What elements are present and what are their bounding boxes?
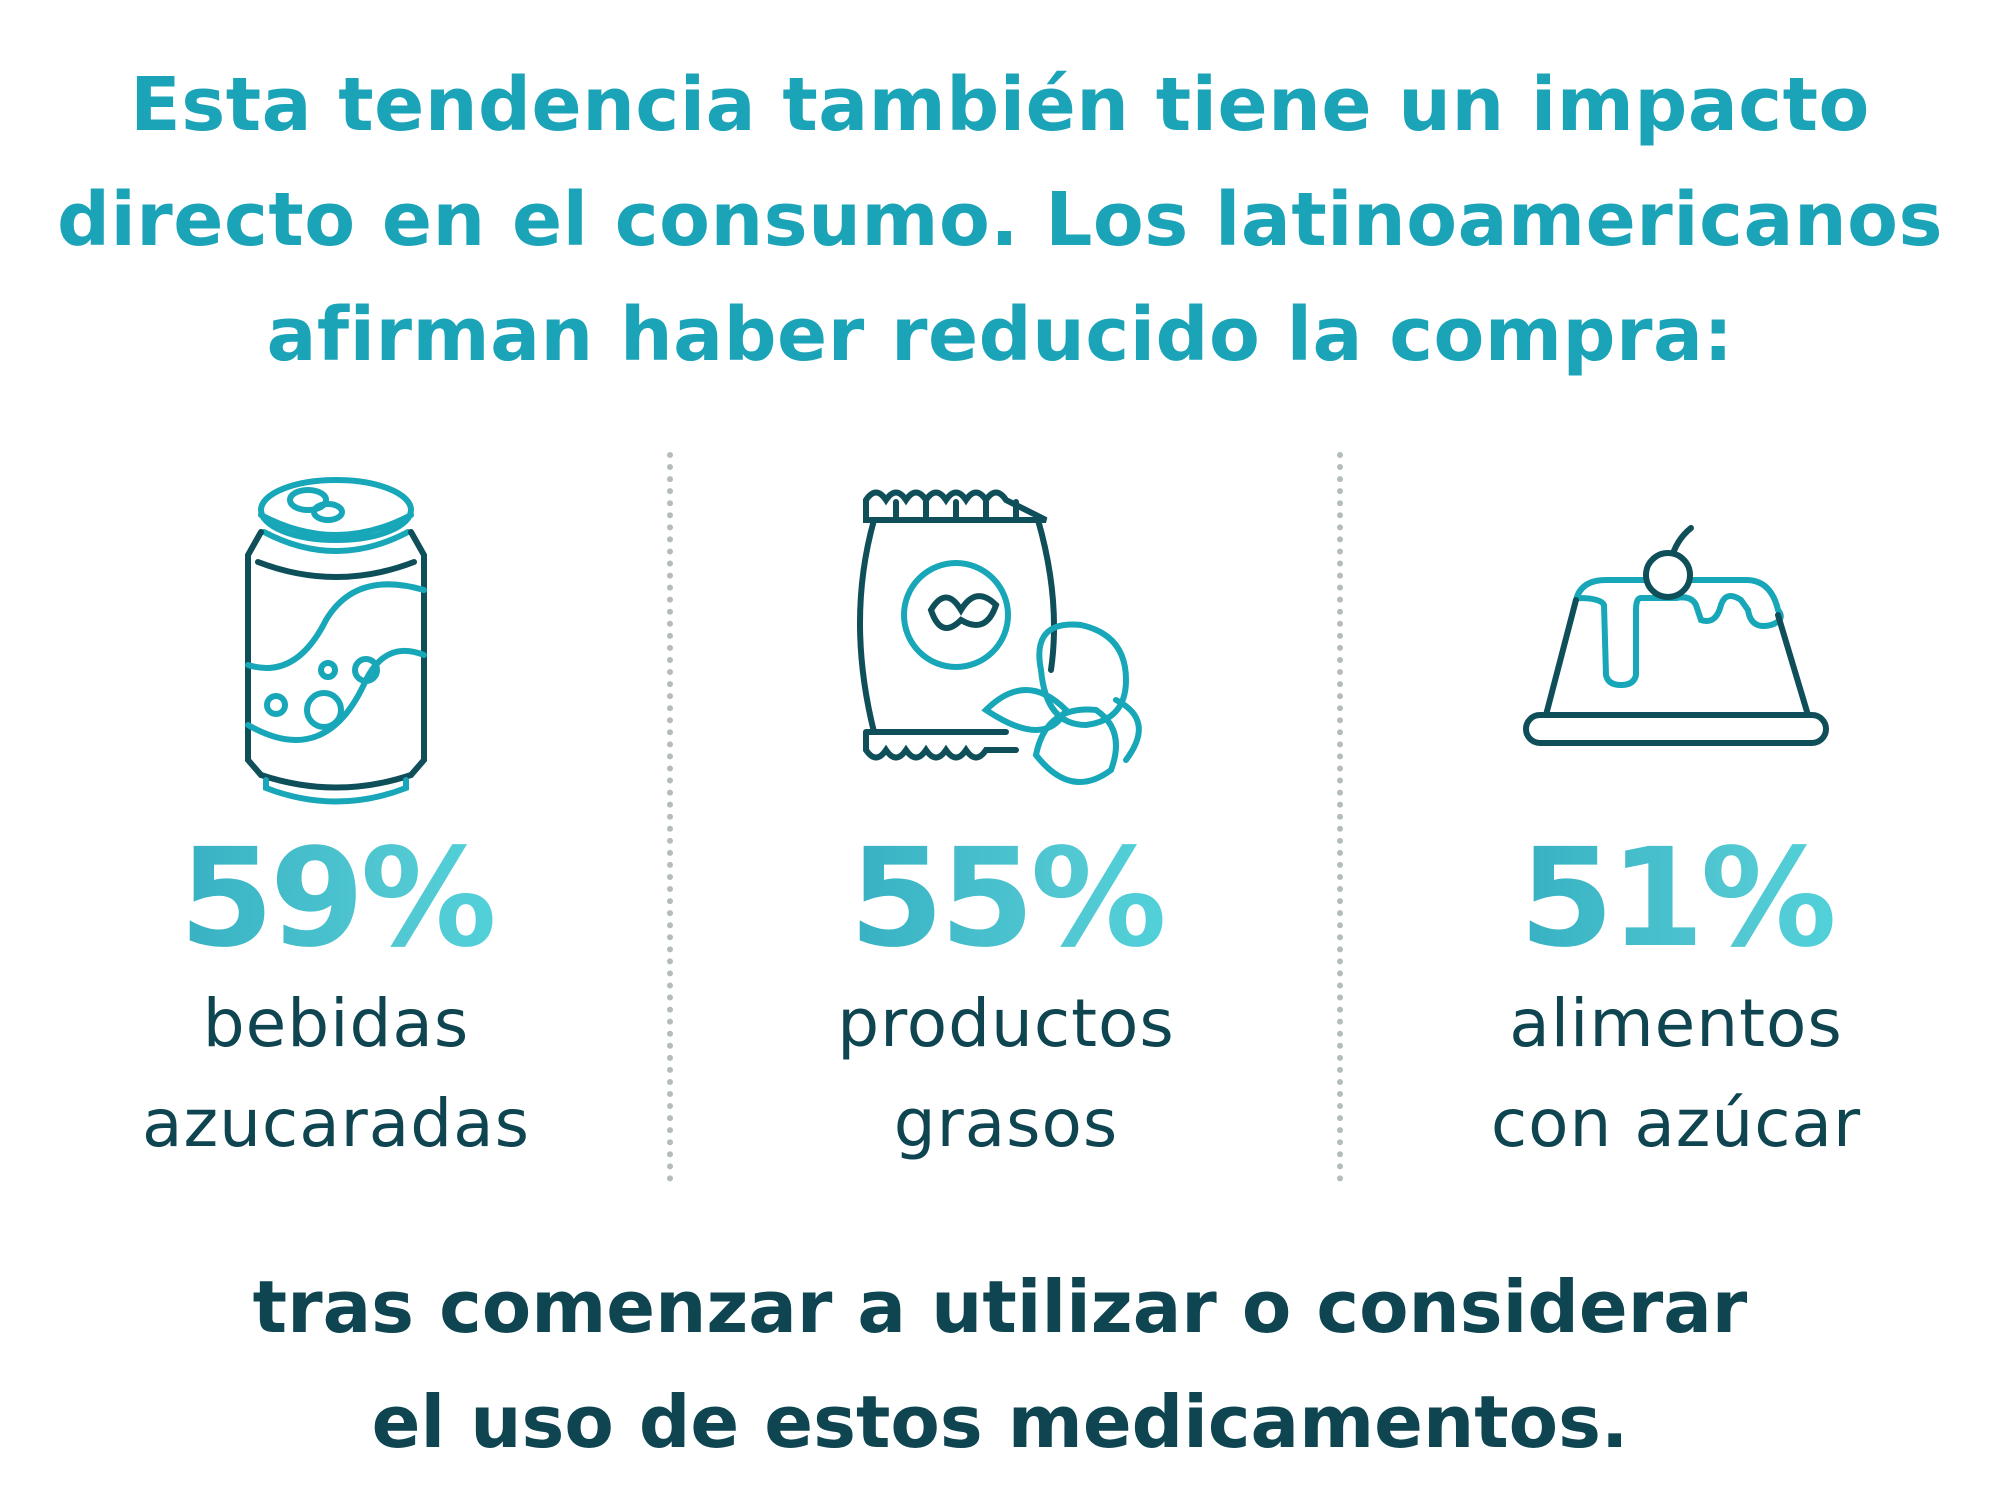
stat-label: azucaradas (142, 1085, 530, 1162)
dotted-divider (1337, 452, 1343, 1182)
stat-label: grasos (893, 1085, 1119, 1162)
stat-label: con azúcar (1490, 1085, 1862, 1162)
chips-bag-icon (857, 489, 1142, 785)
stat-sugar-foods: 51% alimentos con azúcar (1356, 470, 1996, 1174)
stat-label: bebidas (202, 985, 470, 1062)
headline-line: directo en el consumo. Los latinoamerica… (56, 177, 1944, 263)
stat-label: alimentos (1509, 985, 1843, 1062)
footer-statement: tras comenzar a utilizar o considerar el… (0, 1250, 2000, 1480)
headline: Esta tendencia también tiene un impacto … (0, 48, 2000, 393)
stat-value: 59% (16, 824, 656, 974)
stat-value: 55% (686, 824, 1326, 974)
headline-line: afirman haber reducido la compra: (266, 292, 1734, 378)
soda-can-icon (245, 477, 427, 805)
stat-sugary-drinks: 59% bebidas azucaradas (16, 470, 656, 1174)
stat-value: 51% (1356, 824, 1996, 974)
footer-line: tras comenzar a utilizar o considerar (252, 1265, 1748, 1349)
headline-line: Esta tendencia también tiene un impacto (130, 62, 1870, 148)
stat-label: productos (837, 985, 1175, 1062)
stat-fatty-products: 55% productos grasos (686, 470, 1326, 1174)
footer-line: el uso de estos medicamentos. (371, 1380, 1629, 1464)
pudding-cake-icon (1523, 525, 1829, 746)
dotted-divider (667, 452, 673, 1182)
